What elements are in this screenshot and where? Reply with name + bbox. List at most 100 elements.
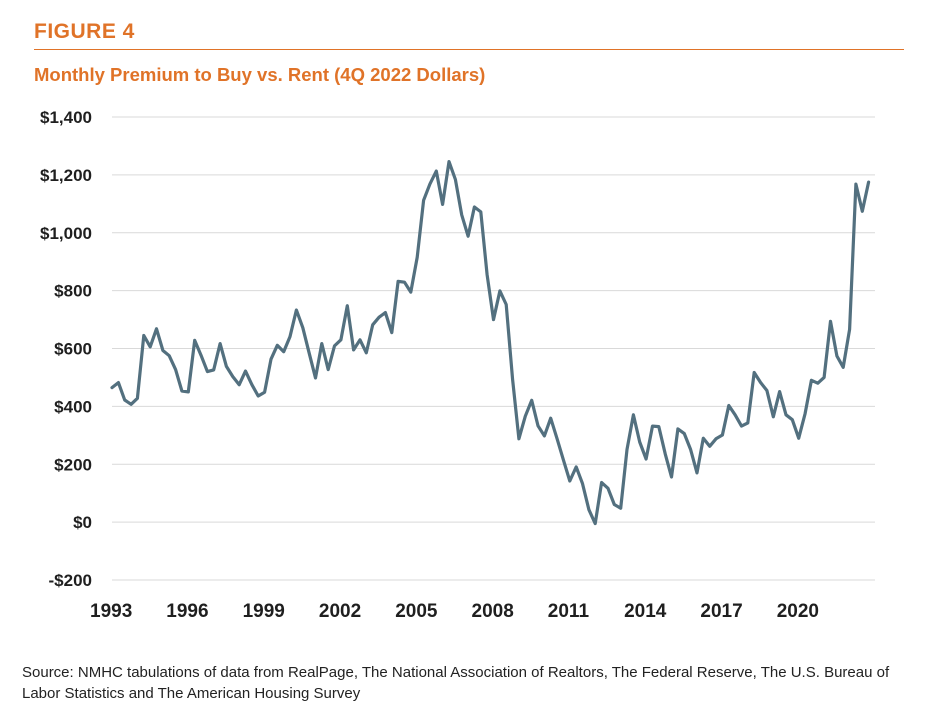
data-point [365,352,367,354]
gridlines [112,116,875,581]
y-tick-label: $200 [54,455,92,474]
data-point [200,354,202,356]
data-point [848,328,850,330]
data-point [600,481,602,483]
data-point [683,432,685,434]
data-point [416,256,418,258]
data-point [759,381,761,383]
x-axis-tick-labels: 1993 1996 1999 2002 2005 2008 2011 2014 2017 2020 [90,601,819,622]
data-point [499,290,501,292]
data-point [302,327,304,329]
series-line [110,160,871,526]
data-point [143,334,145,336]
data-point [321,342,323,344]
y-tick-label: $600 [54,340,92,359]
data-point [111,386,113,388]
x-tick-label: 2011 [548,601,590,622]
data-point [314,377,316,379]
data-point [346,305,348,307]
data-point [829,320,831,322]
data-point [728,404,730,406]
data-point [352,349,354,351]
data-point [511,378,513,380]
data-point [798,437,800,439]
data-point [620,507,622,509]
data-point [378,316,380,318]
data-point [804,412,806,414]
data-point [492,318,494,320]
series-layer [110,160,871,526]
data-point [664,453,666,455]
data-point [639,441,641,443]
data-point [556,438,558,440]
data-point [581,482,583,484]
data-point [594,522,596,524]
data-point [836,355,838,357]
data-point [658,425,660,427]
data-point [263,391,265,393]
data-point [702,437,704,439]
data-point [778,390,780,392]
data-point [607,487,609,489]
data-point [569,480,571,482]
data-point [213,369,215,371]
data-point [861,210,863,212]
data-point [372,324,374,326]
y-tick-label: $1,400 [40,108,92,127]
x-tick-label: 2002 [319,601,361,622]
data-point [162,349,164,351]
data-point [518,438,520,440]
data-point [537,425,539,427]
data-point [689,448,691,450]
data-point [632,414,634,416]
data-point [791,419,793,421]
data-point [283,351,285,353]
x-tick-label: 2008 [472,601,514,622]
data-point [740,425,742,427]
data-point [308,352,310,354]
data-point [244,370,246,372]
data-point [194,339,196,341]
data-point [187,391,189,393]
data-point [550,417,552,419]
data-point [531,399,533,401]
y-axis-tick-labels: -$200 $0 $200 $400 $600 $800 $1,000 $1,200 $1,40… [40,108,92,590]
data-point [785,414,787,416]
data-point [715,438,717,440]
data-point [225,365,227,367]
data-point [562,459,564,461]
data-point [772,416,774,418]
data-point [651,425,653,427]
data-point [232,375,234,377]
data-point [174,368,176,370]
data-point [855,183,857,185]
data-point [130,403,132,405]
data-point [696,472,698,474]
chart-title: Monthly Premium to Buy vs. Rent (4Q 2022… [34,64,486,85]
data-point [721,434,723,436]
data-point [473,206,475,208]
data-point [670,476,672,478]
x-tick-label: 2020 [777,601,819,622]
data-point [340,339,342,341]
data-point [429,183,431,185]
x-tick-label: 1996 [166,601,208,622]
data-point [422,199,424,201]
data-point [397,280,399,282]
data-point [276,344,278,346]
data-point [155,328,157,330]
data-point [810,379,812,381]
data-point [270,358,272,360]
figure-label: FIGURE 4 [34,20,135,43]
data-point [842,366,844,368]
data-point [403,281,405,283]
data-point [543,435,545,437]
x-tick-label: 2017 [700,601,742,622]
y-tick-label: $800 [54,282,92,301]
data-point [441,203,443,205]
x-tick-label: 1993 [90,601,132,622]
data-point [626,448,628,450]
data-point [461,214,463,216]
data-point [333,345,335,347]
data-point [734,414,736,416]
